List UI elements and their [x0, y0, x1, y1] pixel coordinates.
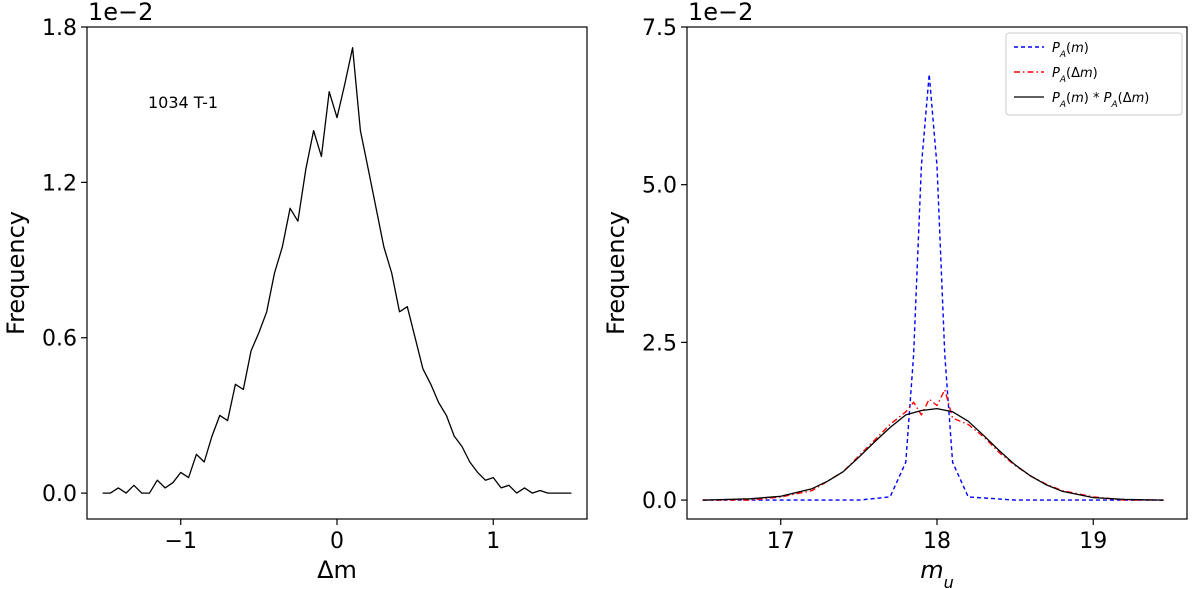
- right-chart: 1e−2 Frequency mu 17 18 19 0.0 2.5 5.0 7.5 PA(…: [602, 0, 1188, 589]
- left-offset-text: 1e−2: [88, 0, 153, 26]
- left-ytick-label: 0.0: [42, 482, 77, 507]
- right-series-line-1: [702, 389, 1164, 501]
- left-annotation: 1034 T-1: [148, 93, 218, 112]
- left-xtick-label: 1: [486, 529, 500, 554]
- left-ylabel: Frequency: [2, 211, 30, 335]
- left-ytick-label: 1.2: [42, 171, 77, 196]
- right-ytick-label: 5.0: [642, 174, 677, 199]
- left-series-line-0: [102, 47, 572, 494]
- right-xtick-label: 18: [923, 529, 951, 554]
- legend-label-product: PA(m) * PA(Δm): [1052, 91, 1149, 110]
- right-series-line-2: [702, 407, 1164, 501]
- right-xtick-label: 19: [1079, 529, 1107, 554]
- right-xtick-label: 17: [767, 529, 795, 554]
- right-series-group: [702, 73, 1164, 501]
- left-xlabel: Δm: [317, 556, 357, 584]
- right-ticks: 17 18 19 0.0 2.5 5.0 7.5: [642, 16, 1107, 554]
- right-ytick-label: 0.0: [642, 489, 677, 514]
- right-xlabel: mu: [920, 556, 954, 589]
- right-ytick-label: 7.5: [642, 16, 677, 41]
- left-ticks: −1 0 1 0.0 0.6 1.2 1.8: [42, 16, 500, 554]
- left-xtick-label: 0: [330, 529, 344, 554]
- right-series-line-0: [702, 73, 1164, 501]
- left-ytick-label: 0.6: [42, 327, 77, 352]
- left-chart: 1e−2 1034 T-1 Frequency Δm −1 0 1 0.0 0.6 1.2…: [2, 0, 588, 584]
- left-xtick-label: −1: [165, 529, 197, 554]
- left-series-group: [102, 47, 572, 494]
- right-ytick-label: 2.5: [642, 331, 677, 356]
- legend: PA(m) PA(Δm) PA(m) * PA(Δm): [1005, 32, 1183, 116]
- left-ytick-label: 1.8: [42, 16, 77, 41]
- legend-box: [1005, 32, 1183, 116]
- right-offset-text: 1e−2: [688, 0, 753, 26]
- right-ylabel: Frequency: [602, 211, 630, 335]
